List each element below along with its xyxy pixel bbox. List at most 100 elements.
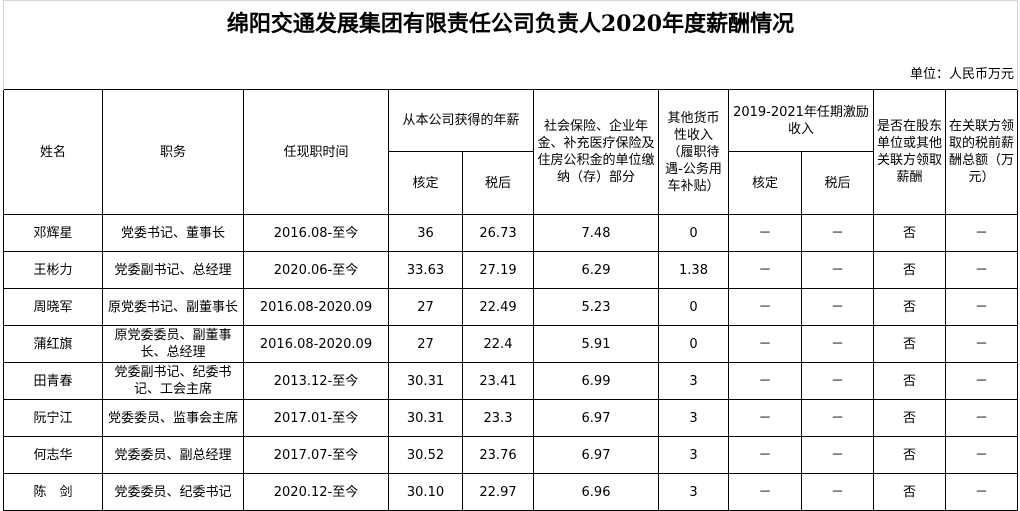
data-row: 田青春 党委副书记、纪委书记、工会主席 2013.12-至今 30.31 23.41 6.… (3, 362, 1018, 400)
header-cell: 其他货币性收入（履职待遇-公务用车补贴） (658, 89, 729, 215)
data-cell: 0 (658, 214, 729, 252)
subheader-row: 核定 税后 核定 税后 (4, 151, 1018, 215)
data-cell: － (945, 362, 1018, 400)
data-cell: 2020.06-至今 (243, 251, 389, 289)
data-cell: － (728, 362, 802, 400)
data-cell: － (801, 362, 874, 400)
data-cell: 蒲红旗 (3, 325, 103, 363)
data-cell: 党委副书记、纪委书记、工会主席 (102, 362, 244, 400)
data-cell: 原党委委员、副董事长、总经理 (102, 325, 244, 363)
data-cell: － (945, 436, 1018, 474)
data-cell: 否 (873, 325, 946, 363)
data-cell: 党委委员、副总经理 (102, 436, 244, 474)
header-cell: 任现职时间 (243, 89, 389, 215)
data-cell: 0 (658, 288, 729, 326)
data-cell: 22.97 (462, 473, 534, 511)
data-cell: 1.38 (658, 251, 729, 289)
header-row: 姓名 职务 任现职时间 从本公司获得的年薪 社会保险、企业年金、补充医疗保险及住房公积金… (3, 89, 1018, 215)
data-cell: － (728, 288, 802, 326)
data-cell: － (801, 399, 874, 437)
data-cell: 2020.12-至今 (243, 473, 389, 511)
data-cell: 党委委员、监事会主席 (102, 399, 244, 437)
header-cell: 在关联方领取的税前薪酬总额（万元） (945, 89, 1018, 215)
header-cell: 是否在股东单位或其他关联方领取薪酬 (873, 89, 946, 215)
data-cell: 30.31 (388, 399, 463, 437)
data-row: 陈 剑党委委员、纪委书记 2020.12-至今 30.10 22.97 6.96 3 － －否… (3, 473, 1018, 511)
data-cell: － (728, 251, 802, 289)
data-cell: 26.73 (462, 214, 534, 252)
data-cell: 否 (873, 436, 946, 474)
data-cell: 阮宁江 (3, 399, 103, 437)
data-cell: － (945, 214, 1018, 252)
data-cell: 王彬力 (3, 251, 103, 289)
data-cell: 周晓军 (3, 288, 103, 326)
data-cell: － (945, 325, 1018, 363)
data-cell: 36 (388, 214, 463, 252)
header-cell: 职务 (102, 89, 244, 215)
data-cell: 0 (658, 325, 729, 363)
data-cell: － (945, 473, 1018, 511)
salary-table: 绵阳交通发展集团有限责任公司负责人2020年度薪酬情况 单位：人民币万元 姓名职… (3, 0, 1018, 511)
data-cell: 3 (658, 399, 729, 437)
data-cell: 30.10 (388, 473, 463, 511)
data-cell: 否 (873, 362, 946, 400)
header-cell: 姓名 (3, 89, 103, 215)
data-cell: 何志华 (3, 436, 103, 474)
data-cell: 党委副书记、总经理 (102, 251, 244, 289)
data-cell: 6.96 (533, 473, 659, 511)
data-cell: － (801, 214, 874, 252)
data-row: 蒲红旗 原党委委员、副董事长、总经理 2016.08-2020.09 27 22.4 5.… (3, 325, 1018, 363)
subheader-cell: 税后 (462, 151, 534, 215)
data-cell: 6.99 (533, 362, 659, 400)
header-cell: 2019-2021年任期激励收入 (728, 89, 874, 152)
data-cell: 3 (658, 436, 729, 474)
data-cell: － (801, 436, 874, 474)
data-cell: － (801, 251, 874, 289)
data-cell: 田青春 (3, 362, 103, 400)
data-cell: 邓辉星 (3, 214, 103, 252)
data-cell: － (801, 288, 874, 326)
data-cell: 原党委书记、副董事长 (102, 288, 244, 326)
header-cell: 从本公司获得的年薪 (388, 89, 534, 152)
data-cell: － (728, 436, 802, 474)
data-cell: 27 (388, 288, 463, 326)
data-cell: － (945, 288, 1018, 326)
unit: 单位：人民币万元 (3, 48, 1018, 90)
data-row: 何志华 党委委员、副总经理 2017.07-至今 30.52 23.76 6.97 3 －－否… (3, 436, 1018, 474)
data-cell: 2017.07-至今 (243, 436, 389, 474)
data-cell: 6.29 (533, 251, 659, 289)
data-cell: 党委委员、纪委书记 (102, 473, 244, 511)
data-row: 阮宁江 党委委员、监事会主席 2017.01-至今 30.31 23.3 6.97 3 －－否… (3, 399, 1018, 437)
data-cell: 30.52 (388, 436, 463, 474)
subheader-cell: 核定 (388, 151, 463, 215)
data-cell: 33.63 (388, 251, 463, 289)
data-cell: 3 (658, 473, 729, 511)
header-cell: 社会保险、企业年金、补充医疗保险及住房公积金的单位缴纳（存）部分 (533, 89, 659, 215)
data-row: 邓辉星 党委书记、董事长 2016.08-至今 36 26.73 7.48 0 －－否－ (3, 214, 1018, 252)
data-cell: 否 (873, 288, 946, 326)
data-cell: 5.91 (533, 325, 659, 363)
data-cell: 否 (873, 399, 946, 437)
data-cell: 23.76 (462, 436, 534, 474)
data-cell: 2017.01-至今 (243, 399, 389, 437)
data-cell: 2016.08-至今 (243, 214, 389, 252)
data-cell: 否 (873, 214, 946, 252)
data-cell: 30.31 (388, 362, 463, 400)
data-cell: 23.41 (462, 362, 534, 400)
data-cell: 2016.08-2020.09 (243, 288, 389, 326)
data-cell: － (801, 473, 874, 511)
data-cell: 27.19 (462, 251, 534, 289)
data-row: 王彬力 党委副书记、总经理 2020.06-至今 33.63 27.19 6.29 1.38… (3, 251, 1018, 289)
data-cell: 3 (658, 362, 729, 400)
data-cell: － (945, 399, 1018, 437)
data-cell: 2016.08-2020.09 (243, 325, 389, 363)
data-cell: 党委书记、董事长 (102, 214, 244, 252)
data-cell: 否 (873, 473, 946, 511)
data-cell: 27 (388, 325, 463, 363)
data-cell: 陈 剑 (3, 473, 103, 511)
data-cell: 22.49 (462, 288, 534, 326)
data-cell: － (728, 399, 802, 437)
data-cell: － (801, 325, 874, 363)
subheader-cell: 核定 (728, 151, 802, 215)
